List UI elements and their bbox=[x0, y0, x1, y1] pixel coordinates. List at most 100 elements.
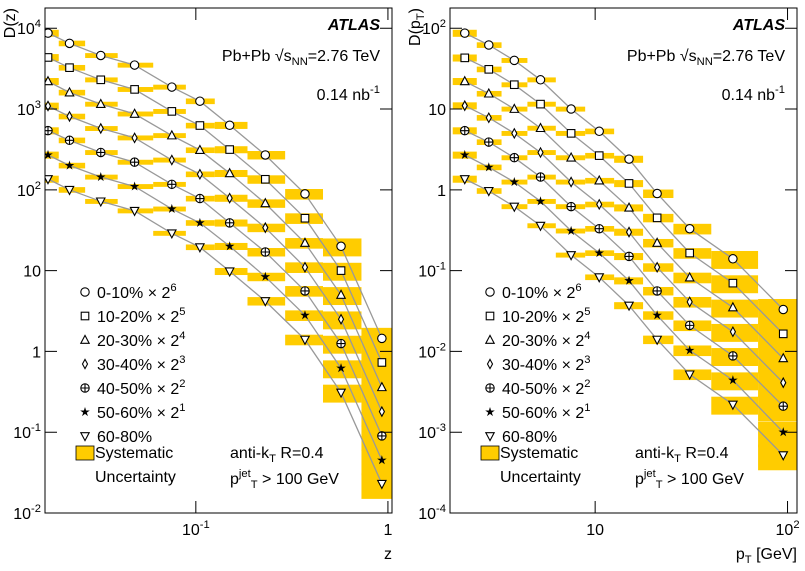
marker-cross bbox=[167, 180, 177, 189]
marker bbox=[129, 206, 140, 217]
marker bbox=[652, 335, 663, 346]
marker bbox=[260, 174, 270, 184]
legend-label: 0-10% × 26 bbox=[97, 282, 177, 302]
systematic-box bbox=[361, 327, 392, 354]
legend-swatch bbox=[480, 445, 500, 461]
marker bbox=[727, 400, 739, 411]
jet-cut-label-part: > 100 GeV bbox=[258, 471, 340, 488]
marker bbox=[336, 363, 346, 373]
marker bbox=[535, 172, 546, 182]
marker bbox=[566, 151, 577, 162]
marker bbox=[95, 98, 106, 109]
marker bbox=[299, 237, 311, 247]
marker bbox=[684, 223, 695, 234]
marker bbox=[377, 431, 387, 441]
marker bbox=[778, 329, 788, 339]
legend-label: 60-80% bbox=[502, 429, 557, 446]
marker bbox=[652, 310, 662, 320]
y-tick-label-part: -2 bbox=[436, 341, 446, 353]
marker bbox=[225, 145, 234, 154]
marker bbox=[594, 273, 605, 283]
marker bbox=[167, 82, 177, 92]
legend-label-part: 30-40% × 2 bbox=[502, 357, 584, 374]
y-tick-label: 10-3 bbox=[418, 422, 446, 442]
legend-label-part: 60-80% bbox=[502, 429, 557, 446]
marker-cross bbox=[195, 194, 205, 203]
legend-label-part: 0-10% × 2 bbox=[97, 285, 170, 302]
marker bbox=[624, 275, 634, 285]
marker-cross bbox=[566, 202, 576, 211]
y-tick-label-part: 10 bbox=[422, 21, 440, 38]
legend-marker bbox=[485, 406, 495, 417]
marker bbox=[45, 75, 54, 86]
collision-label-part: √ bbox=[275, 48, 284, 65]
marker bbox=[684, 320, 695, 331]
y-tick-label-part: 10 bbox=[418, 425, 436, 442]
marker-cross bbox=[65, 136, 74, 145]
y-tick-label: 10-4 bbox=[418, 503, 446, 523]
plot-frame bbox=[44, 7, 393, 514]
marker bbox=[566, 129, 576, 138]
marker-cross bbox=[336, 339, 346, 348]
y-axis-label: D(z) bbox=[2, 8, 19, 38]
marker bbox=[300, 213, 310, 223]
legend-marker bbox=[79, 334, 91, 344]
marker bbox=[260, 247, 271, 257]
legend-label: 40-50% × 22 bbox=[502, 378, 591, 398]
marker bbox=[131, 132, 138, 144]
marker bbox=[130, 85, 139, 94]
legend-label-part: 2 bbox=[179, 378, 185, 390]
marker bbox=[129, 108, 140, 118]
systematic-box bbox=[45, 151, 59, 159]
marker bbox=[378, 405, 386, 418]
marker bbox=[536, 99, 545, 109]
legend-marker bbox=[80, 406, 90, 417]
y-axis-label: D(pT) bbox=[407, 8, 427, 46]
legend-label-part: 10-20% × 2 bbox=[502, 309, 584, 326]
marker bbox=[728, 351, 738, 361]
marker bbox=[226, 192, 233, 204]
y-tick-label-part: -1 bbox=[31, 422, 41, 434]
legend-marker bbox=[485, 287, 495, 297]
marker bbox=[566, 201, 576, 212]
marker-cross bbox=[261, 247, 270, 257]
marker bbox=[484, 40, 494, 50]
legend-label-part: 10-20% × 2 bbox=[97, 309, 179, 326]
marker bbox=[96, 75, 106, 85]
marker bbox=[728, 254, 738, 264]
marker bbox=[509, 152, 520, 163]
marker bbox=[45, 53, 53, 62]
marker bbox=[461, 99, 468, 112]
marker bbox=[535, 75, 546, 85]
marker bbox=[64, 38, 75, 49]
marker bbox=[652, 286, 662, 296]
jet-algo-label-part: R=0.4 bbox=[681, 445, 729, 462]
collision-label-part: =2.76 TeV bbox=[713, 48, 786, 65]
marker bbox=[778, 352, 789, 363]
marker-cross bbox=[595, 224, 604, 233]
marker bbox=[300, 310, 310, 320]
marker bbox=[535, 122, 546, 133]
marker bbox=[166, 129, 177, 140]
marker bbox=[686, 296, 693, 308]
legend-label: 0-10% × 26 bbox=[502, 282, 582, 302]
jet-algo-label-part: T bbox=[674, 453, 681, 465]
systematic-box bbox=[361, 401, 392, 427]
marker bbox=[483, 186, 494, 197]
legend-marker bbox=[484, 432, 496, 442]
legend-label-part: 1 bbox=[179, 402, 185, 414]
legend-label: 10-20% × 25 bbox=[502, 306, 591, 326]
legend-marker bbox=[80, 287, 90, 297]
legend-swatch bbox=[75, 445, 95, 461]
marker-cross bbox=[728, 351, 738, 361]
marker bbox=[195, 193, 205, 204]
marker bbox=[728, 375, 738, 385]
y-tick-label: 1 bbox=[437, 183, 446, 200]
marker-cross bbox=[685, 321, 694, 330]
x-tick-label-part: 10 bbox=[182, 522, 200, 539]
marker-cross bbox=[377, 431, 387, 441]
legend-label-part: 60-80% bbox=[97, 429, 152, 446]
legend-marker bbox=[486, 358, 494, 370]
marker bbox=[778, 427, 789, 437]
jet-algo-label-part: anti-k bbox=[230, 445, 270, 462]
